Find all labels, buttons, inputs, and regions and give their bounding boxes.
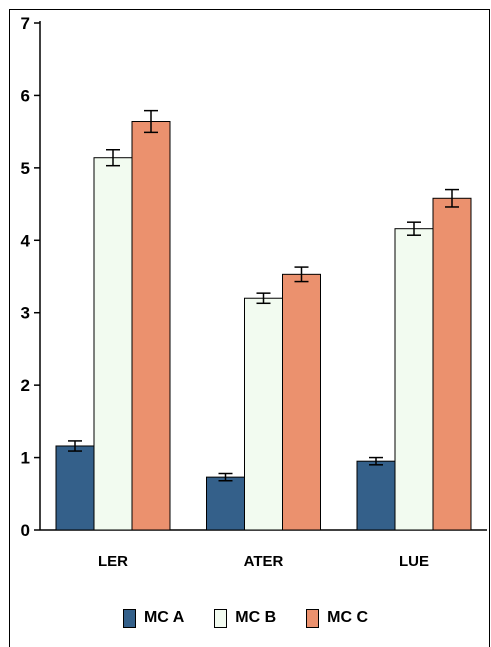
y-tick-label: 6: [21, 86, 30, 105]
legend-label: MC C: [327, 609, 369, 626]
x-tick-label: LUE: [399, 553, 429, 570]
y-tick-label: 1: [21, 449, 30, 468]
y-tick-label: 7: [21, 14, 30, 33]
y-tick-label: 3: [21, 304, 30, 323]
bar: [432, 197, 472, 531]
legend: MC A MC B MC C: [0, 606, 491, 630]
y-tick-label: 0: [21, 521, 30, 540]
legend-item: MC A: [122, 608, 185, 628]
bar: [394, 228, 434, 531]
bars: [55, 109, 472, 531]
labels: 0 1 2 3 4 5 6 7 LER ATER LUE: [21, 14, 429, 570]
legend-swatch: [214, 608, 228, 628]
bar-chart: 0 1 2 3 4 5 6 7 LER ATER LUE: [21, 14, 487, 570]
bar: [206, 476, 245, 531]
y-tick-label: 5: [21, 159, 30, 178]
bar: [131, 121, 171, 531]
legend-item: MC B: [214, 608, 277, 628]
bar: [55, 445, 95, 531]
legend-swatch: [306, 608, 320, 628]
x-tick-label: LER: [98, 553, 128, 570]
bar: [244, 297, 283, 531]
y-tick-label: 4: [21, 231, 31, 250]
bar: [93, 157, 133, 531]
y-tick-label: 2: [21, 376, 30, 395]
legend-swatch: [122, 608, 136, 628]
bar: [282, 273, 321, 531]
bar: [356, 460, 396, 531]
legend-label: MC B: [235, 609, 277, 626]
legend-label: MC A: [143, 609, 185, 626]
chart-frame: [9, 9, 490, 647]
legend-item: MC C: [306, 608, 369, 628]
x-tick-label: ATER: [244, 553, 284, 570]
